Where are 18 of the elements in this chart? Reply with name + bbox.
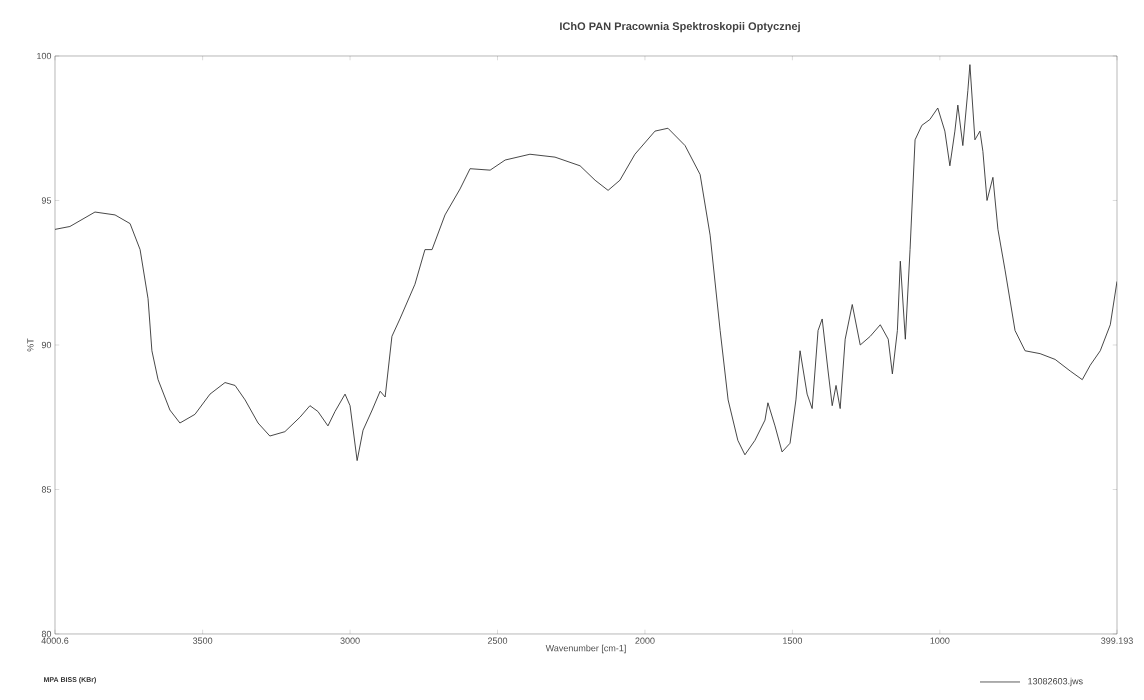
x-tick-label: 1500: [783, 637, 803, 644]
x-tick-label: 4000.6: [41, 637, 69, 644]
x-tick-label: 3500: [192, 637, 213, 644]
line-series: [54, 64, 1118, 462]
y-tick-label: 100: [37, 52, 52, 60]
y-axis-title: %T: [27, 338, 34, 352]
y-tick-label: 80: [41, 630, 52, 638]
chart-title: IChO PAN Pracownia Spektroskopii Optycznej: [560, 22, 800, 33]
legend-label: 13082603.jws: [1028, 677, 1083, 687]
x-tick-label: 2500: [487, 637, 508, 644]
y-tick-label: 95: [41, 197, 52, 204]
x-tick-label: 3000: [340, 637, 360, 644]
x-tick-label: 399.193: [1101, 637, 1133, 644]
x-axis-title: Wavenumber [cm-1]: [545, 644, 626, 654]
x-tick-label: 2000: [635, 637, 655, 644]
y-tick-label: 90: [41, 341, 52, 349]
y-tick-label: 85: [41, 486, 52, 493]
x-tick-label: 1000: [930, 637, 950, 644]
